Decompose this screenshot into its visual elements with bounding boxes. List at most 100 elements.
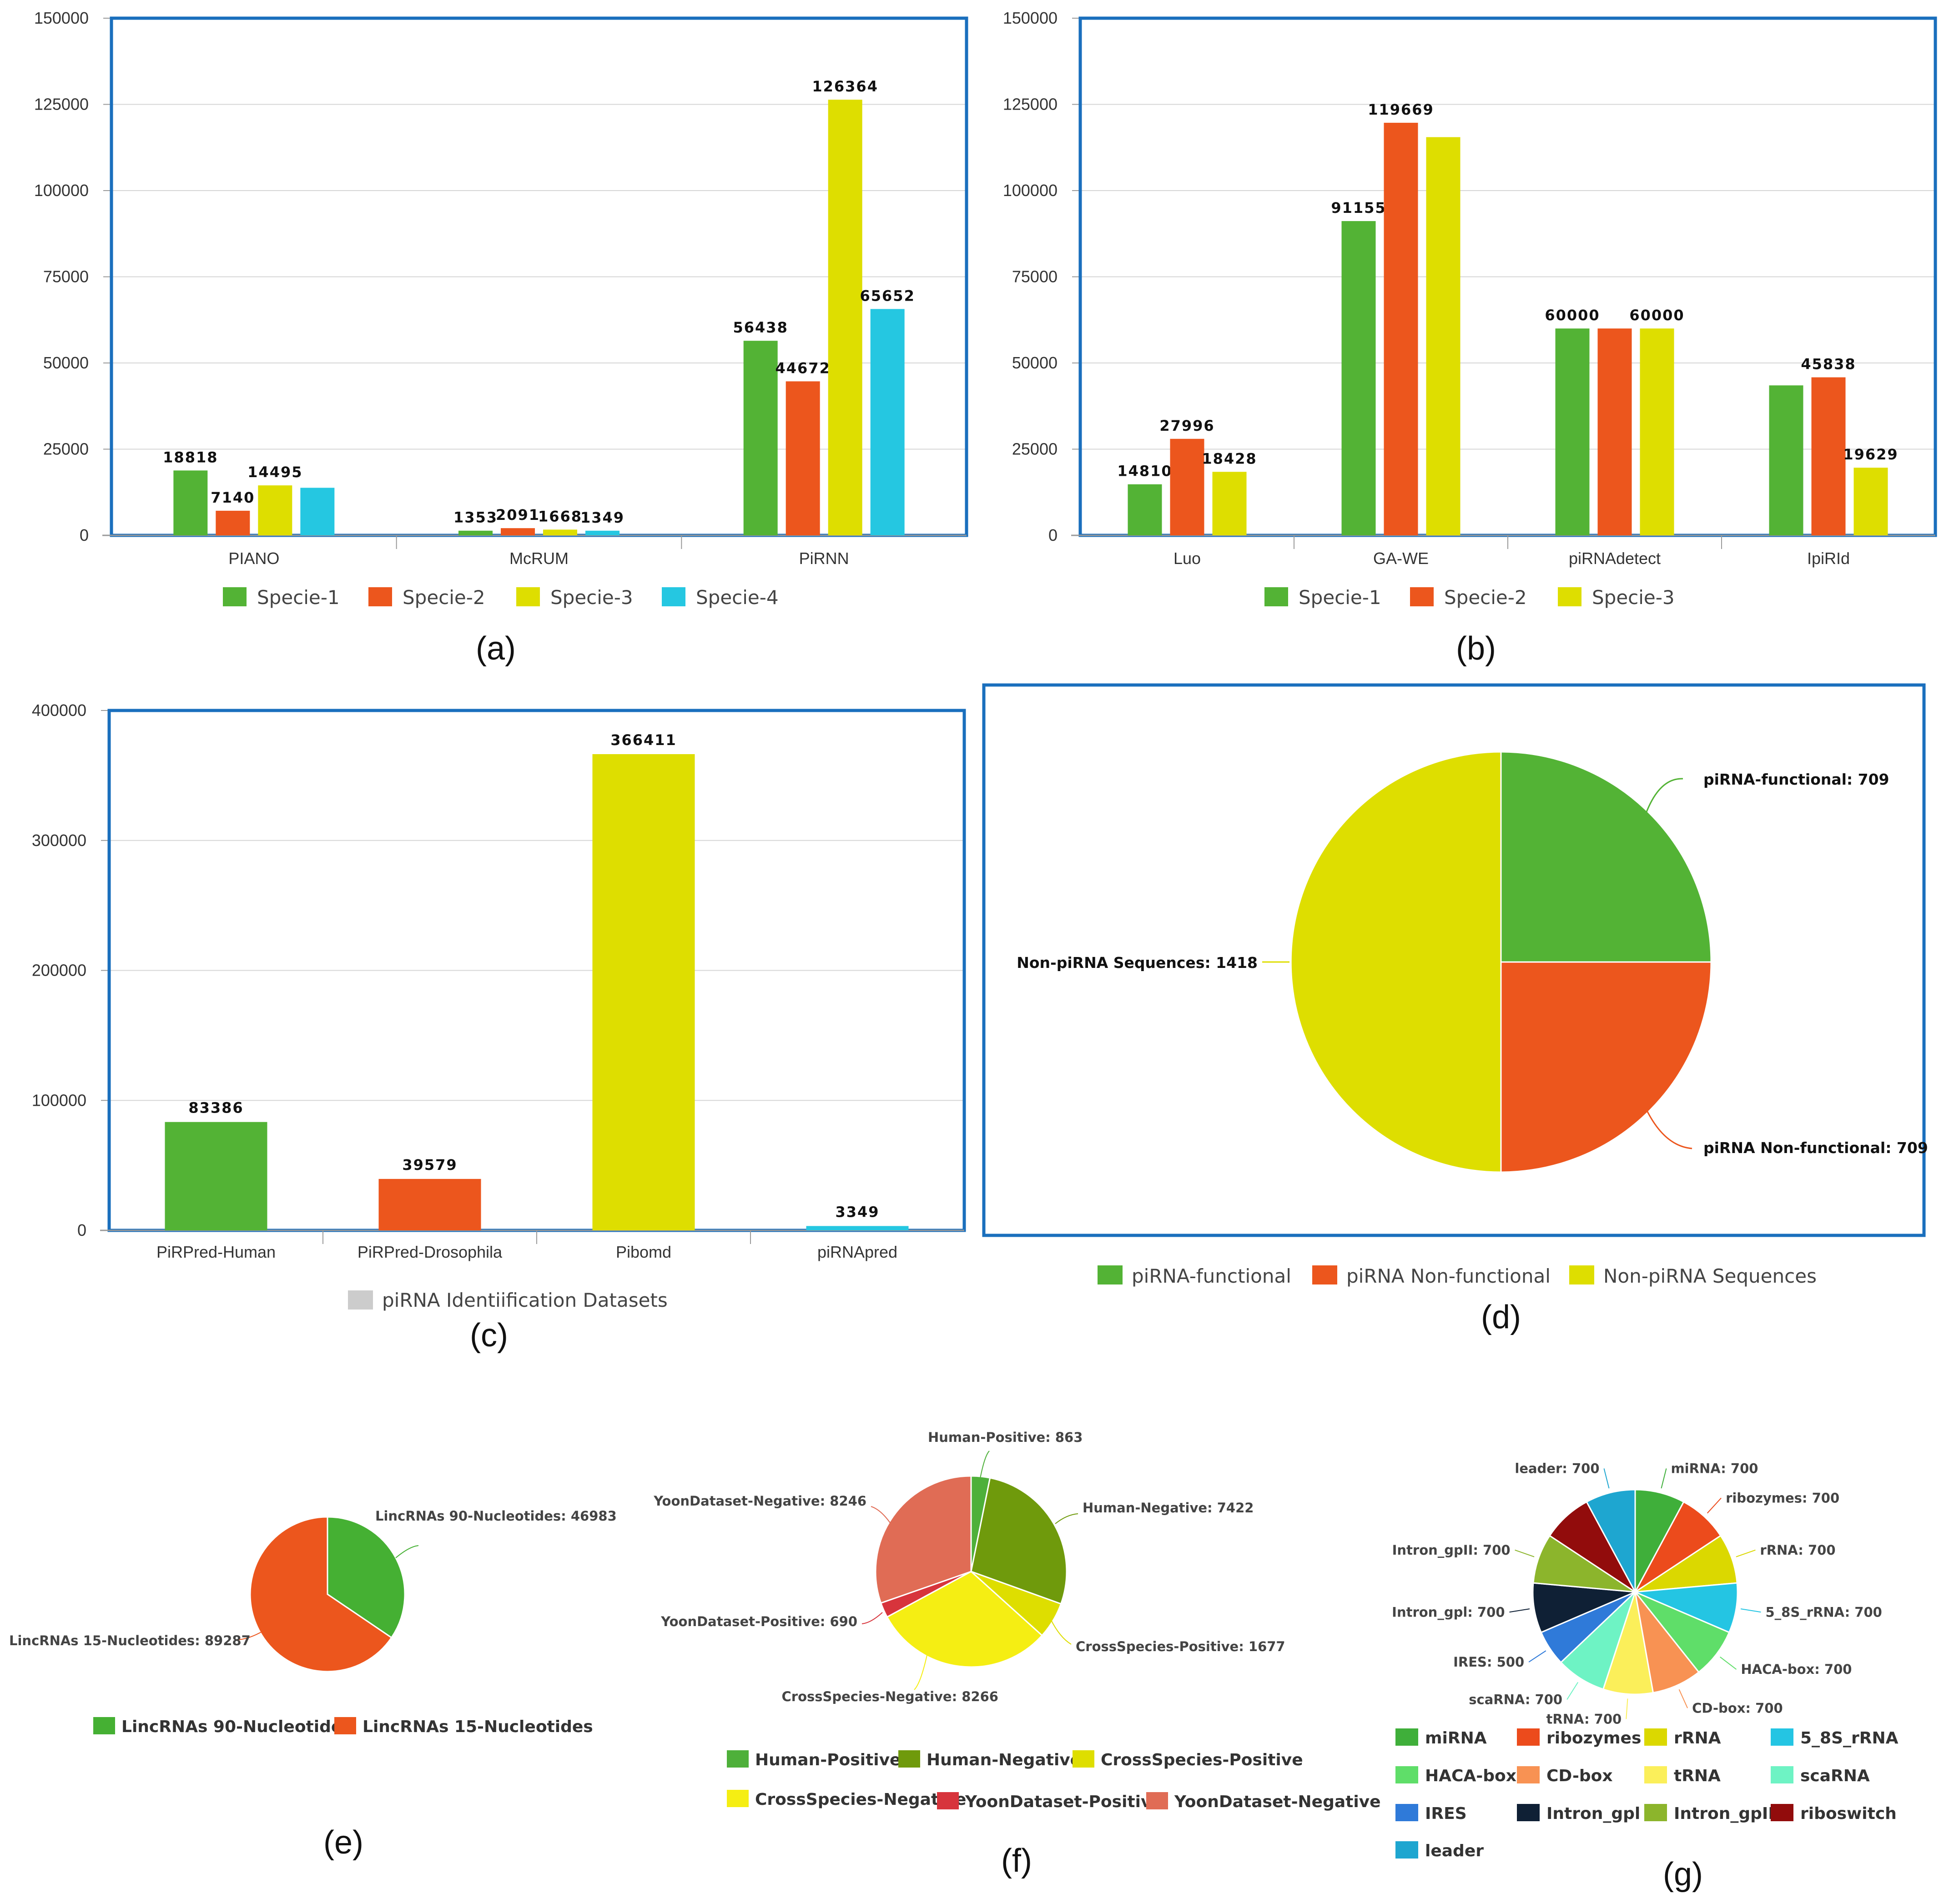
legend-label: CrossSpecies-Positive [1101, 1751, 1303, 1769]
data-label: 7140 [211, 489, 255, 506]
data-label: 65652 [860, 287, 915, 304]
leader-line [1646, 778, 1683, 812]
pie-label: LincRNAs 15-Nucleotides: 89287 [9, 1633, 251, 1648]
bar-specie-2 [786, 381, 820, 535]
category-label: PIANO [228, 549, 279, 568]
legend-label: IRES [1425, 1804, 1467, 1823]
bar [165, 1122, 267, 1230]
pie-label: tRNA: 700 [1546, 1711, 1622, 1727]
data-label: 14495 [247, 463, 302, 481]
y-tick-label: 75000 [43, 267, 89, 286]
legend-swatch [1771, 1766, 1793, 1783]
pie-label: CrossSpecies-Positive: 1677 [1076, 1639, 1285, 1654]
leader-line [1661, 1468, 1667, 1489]
category-label: GA-WE [1373, 549, 1429, 568]
bar-specie-4 [585, 530, 619, 535]
bar-specie-2 [1811, 377, 1846, 535]
legend-swatch [727, 1750, 749, 1768]
category-label: Luo [1173, 549, 1201, 568]
legend-label: ribozymes [1546, 1729, 1641, 1748]
y-tick-label: 100000 [32, 1091, 86, 1109]
category-label: PiRPred-Drosophila [358, 1243, 503, 1261]
leader-line [861, 1612, 883, 1624]
pie-label: ribozymes: 700 [1726, 1490, 1839, 1506]
y-tick-label: 100000 [34, 181, 89, 200]
legend-label: 5_8S_rRNA [1800, 1729, 1899, 1748]
legend-label: Human-Positive [755, 1751, 901, 1769]
leader-line [1626, 1698, 1628, 1719]
pie-label: leader: 700 [1515, 1461, 1599, 1476]
leader-line [236, 1630, 264, 1640]
y-tick-label: 50000 [1012, 353, 1058, 372]
leader-line [914, 1651, 928, 1690]
pie-slice-lincrnas-90-nucleotides [327, 1516, 406, 1639]
data-label: 45838 [1801, 356, 1856, 373]
bar-specie-2 [1597, 328, 1632, 535]
data-label: 19629 [1843, 446, 1898, 463]
pie-slice-pirna-non-functional [1500, 961, 1712, 1173]
leader-line [1736, 1549, 1756, 1557]
y-tick-label: 0 [1048, 526, 1058, 544]
legend-swatch [1558, 587, 1581, 606]
leader-line [1707, 1497, 1722, 1514]
legend-swatch [1517, 1728, 1540, 1746]
pie-slice-crossspecies-negative [886, 1571, 1043, 1668]
legend-label: Specie-4 [696, 586, 779, 609]
legend-swatch [1569, 1265, 1594, 1284]
data-label: 366411 [610, 731, 677, 749]
legend-swatch [1771, 1728, 1793, 1746]
y-tick-label: 25000 [1012, 440, 1058, 458]
legend-swatch [727, 1790, 749, 1807]
y-tick-label: 200000 [32, 961, 86, 980]
bar [806, 1226, 909, 1230]
leader-line [1646, 1109, 1692, 1149]
legend-label: piRNA Non-functional [1346, 1265, 1551, 1287]
legend-label: Intron_gpl [1546, 1804, 1640, 1823]
legend-label: YoonDataset-Negative [1174, 1793, 1381, 1811]
pie-label: HACA-box: 700 [1741, 1662, 1852, 1677]
pie-label: Intron_gpII: 700 [1392, 1542, 1511, 1558]
bar-specie-2 [1384, 122, 1418, 536]
legend-swatch [1098, 1265, 1123, 1284]
legend-swatch [93, 1717, 115, 1734]
leader-line [1528, 1650, 1546, 1662]
pie-label: 5_8S_rRNA: 700 [1765, 1604, 1882, 1620]
legend-label: Specie-1 [1299, 586, 1381, 609]
data-label: 14810 [1117, 463, 1172, 480]
legend-swatch [1410, 587, 1434, 606]
category-label: PiRPred-Human [156, 1243, 276, 1261]
legend-label: YoonDataset-Positive [965, 1793, 1163, 1811]
legend-swatch [1644, 1804, 1667, 1821]
pie-slice-human-negative [970, 1477, 1068, 1605]
bar-specie-4 [870, 309, 905, 535]
category-label: Pibomd [616, 1243, 671, 1261]
data-label: 44672 [776, 359, 831, 377]
leader-line [1050, 1619, 1072, 1645]
pie-label: rRNA: 700 [1760, 1542, 1835, 1558]
data-label: 91155 [1331, 199, 1386, 217]
legend-label: LincRNAs 15-Nucleotides [363, 1718, 593, 1736]
data-label: 83386 [188, 1099, 243, 1117]
bar [378, 1179, 481, 1230]
leader-line [1566, 1682, 1579, 1700]
data-label: 56438 [733, 319, 788, 336]
pie-slice-cd-box [1634, 1592, 1700, 1694]
bar-specie-1 [458, 530, 493, 535]
legend-label: Human-Negative [927, 1751, 1081, 1769]
data-label: 1353 [453, 509, 498, 526]
pie-label: LincRNAs 90-Nucleotides: 46983 [375, 1508, 617, 1524]
data-label: 119669 [1368, 101, 1434, 118]
pie-slice-ribozymes [1634, 1501, 1722, 1593]
pie-slice-mirna [1634, 1489, 1685, 1592]
pie-label: Intron_gpl: 700 [1392, 1604, 1505, 1620]
data-label: 3349 [835, 1203, 879, 1220]
legend-label: Intron_gpII [1674, 1804, 1774, 1823]
bar-specie-2 [501, 528, 535, 535]
bar-specie-1 [1769, 385, 1803, 535]
data-label: 1349 [580, 509, 624, 526]
pie-slice-scarna [1560, 1591, 1636, 1690]
pie-label: Human-Negative: 7422 [1083, 1500, 1254, 1516]
legend-swatch [368, 587, 392, 606]
pie-slice-haca-box [1634, 1591, 1730, 1673]
pie-slice-rrna [1635, 1535, 1738, 1593]
